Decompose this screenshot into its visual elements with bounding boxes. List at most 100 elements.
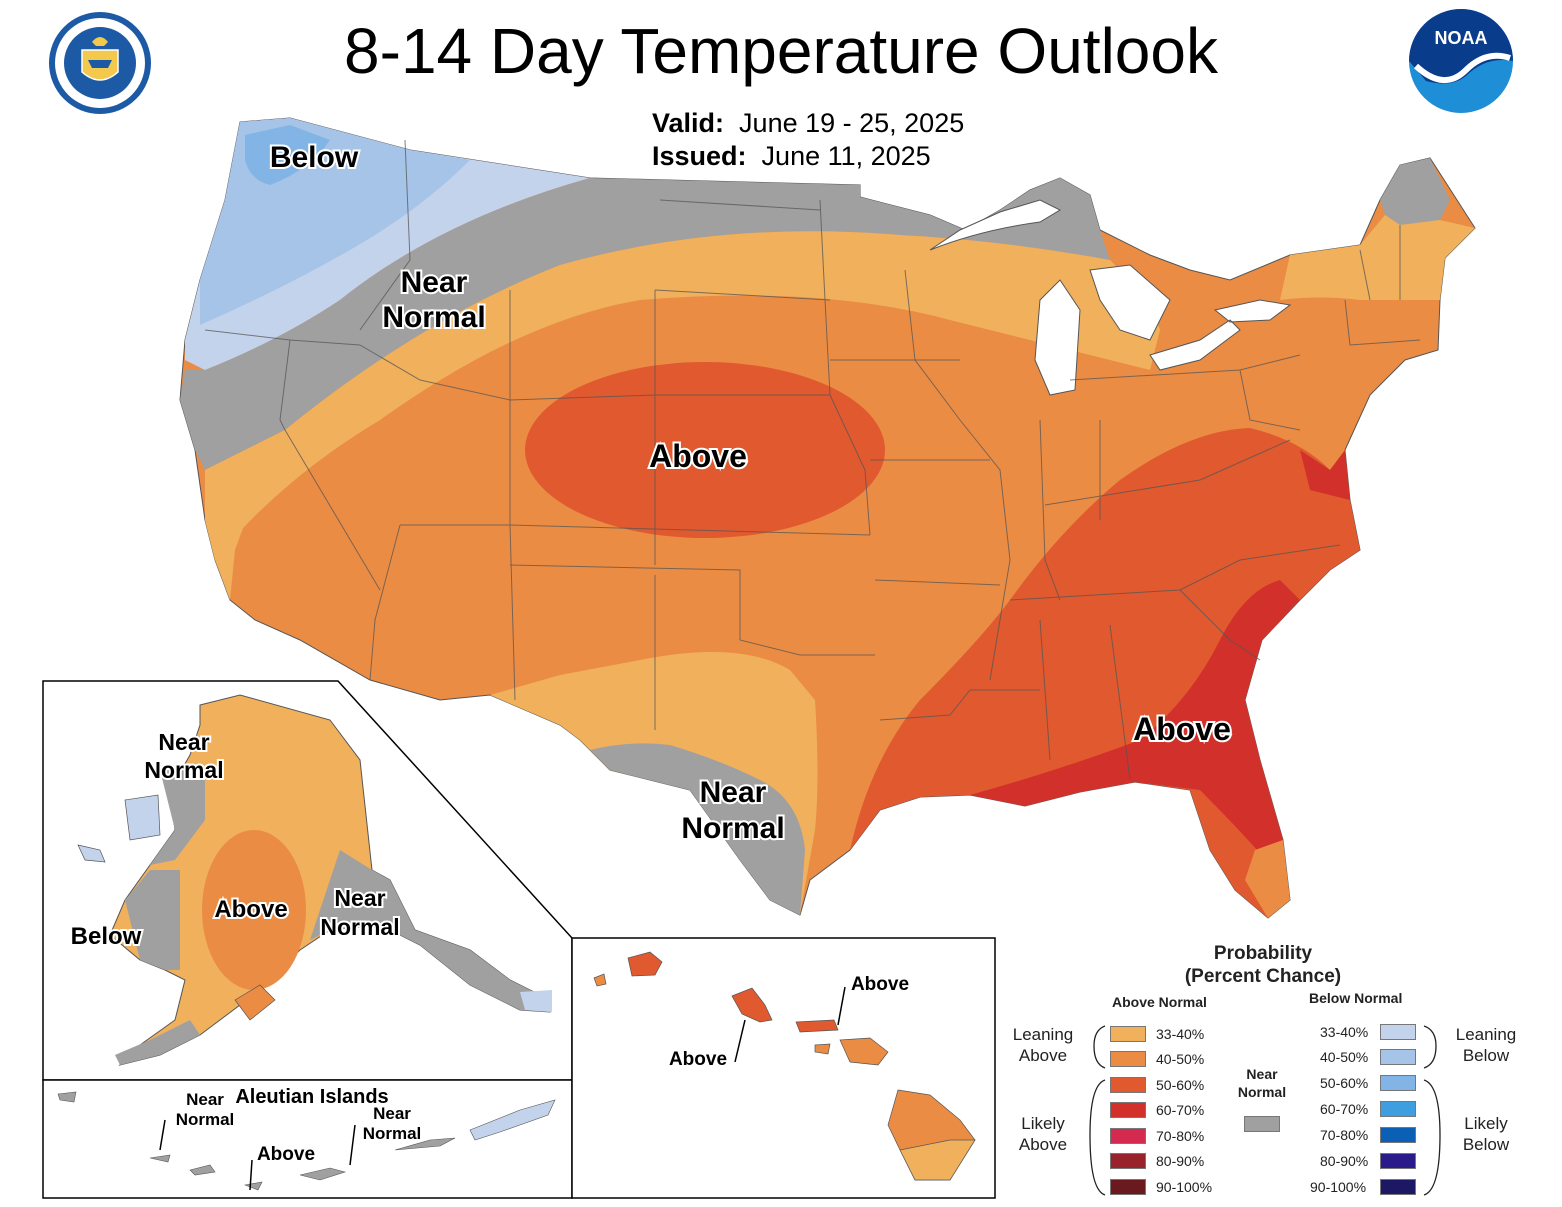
legend-likely-above-2: Above	[1018, 1135, 1068, 1154]
aleutian-islands-shapes	[57, 1091, 456, 1191]
legend-above-head: Above Normal	[1112, 994, 1207, 1010]
alaska-below-west	[124, 794, 161, 841]
legend-leaning-above-2: Above	[1018, 1046, 1068, 1065]
swatch-above-50-60	[1110, 1077, 1146, 1093]
legend-likely-below: Likely Below	[1446, 1113, 1526, 1155]
label-near-tx-1: Near	[700, 776, 767, 809]
label-ak-above: Above	[214, 896, 287, 923]
legend-likely-below-1: Likely	[1464, 1114, 1508, 1133]
swatch-below-40-50	[1380, 1049, 1416, 1065]
great-lakes	[929, 199, 1292, 396]
alaska-below-island	[77, 844, 106, 863]
label-near-nw-1: Near	[401, 266, 468, 299]
above-leaning-north	[205, 231, 1160, 560]
pct-above-60-70: 60-70%	[1156, 1102, 1205, 1118]
label-near-nw-2: Normal	[382, 301, 485, 334]
label-aleut-above: Above	[257, 1144, 315, 1165]
legend-leaning-above: Leaning Above	[1004, 1024, 1082, 1066]
pct-above-40-50: 40-50%	[1156, 1051, 1205, 1067]
page-title: 8-14 Day Temperature Outlook	[344, 15, 1218, 87]
swatch-above-70-80	[1110, 1128, 1146, 1144]
near-normal-maine	[1380, 158, 1450, 225]
alaska-inset	[42, 680, 573, 1081]
swatch-above-90-100	[1110, 1179, 1146, 1195]
pct-below-80-90: 80-90%	[1320, 1153, 1369, 1169]
swatch-above-40-50	[1110, 1051, 1146, 1067]
near-normal-texas	[590, 743, 805, 915]
swatch-above-60-70	[1110, 1102, 1146, 1118]
label-above-se: Above	[1133, 711, 1231, 747]
label-above-central: Above	[649, 438, 747, 474]
legend-near-normal: Near Normal	[1232, 1065, 1292, 1101]
pct-above-50-60: 50-60%	[1156, 1077, 1205, 1093]
issued-label: Issued:	[652, 141, 747, 171]
label-aleut-near-e-2: Normal	[363, 1124, 422, 1143]
legend-likely-above: Likely Above	[1004, 1113, 1082, 1155]
legend-leaning-below-2: Below	[1462, 1046, 1510, 1065]
aleutian-pointer-1	[159, 1119, 166, 1151]
legend-near-normal-2: Normal	[1237, 1084, 1287, 1100]
label-aleut-near-1: Near	[186, 1090, 224, 1109]
label-ak-near-w-1: Near	[158, 729, 209, 755]
pct-below-60-70: 60-70%	[1320, 1101, 1369, 1117]
label-hi-above-top: Above	[851, 974, 909, 995]
aleutian-below-shape	[469, 1099, 556, 1141]
alaska-near-sw	[125, 870, 180, 970]
legend-near-normal-1: Near	[1246, 1066, 1278, 1082]
valid-label: Valid:	[652, 108, 725, 138]
label-hi-above-left: Above	[669, 1049, 727, 1070]
swatch-below-70-80	[1380, 1127, 1416, 1143]
pct-below-50-60: 50-60%	[1320, 1075, 1369, 1091]
above-likely-se-strong	[970, 580, 1300, 870]
pct-below-33-40: 33-40%	[1320, 1024, 1369, 1040]
label-aleut-near-e-1: Near	[373, 1104, 411, 1123]
swatch-below-60-70	[1380, 1101, 1416, 1117]
pct-above-70-80: 70-80%	[1156, 1128, 1205, 1144]
legend-likely-above-1: Likely	[1021, 1114, 1065, 1133]
aleutian-title: Aleutian Islands	[235, 1086, 388, 1108]
legend-below-head: Below Normal	[1309, 990, 1403, 1006]
swatch-below-90-100	[1380, 1179, 1416, 1195]
legend-likely-below-2: Below	[1462, 1135, 1510, 1154]
above-florida-tip	[1245, 840, 1290, 918]
below-strong-region	[245, 125, 330, 185]
pct-below-70-80: 70-80%	[1320, 1127, 1369, 1143]
label-below-nw: Below	[270, 141, 359, 174]
legend-title-1: Probability	[1213, 943, 1313, 964]
label-ak-below: Below	[71, 923, 142, 950]
legend-title-2: (Percent Chance)	[1184, 966, 1342, 987]
swatch-below-50-60	[1380, 1075, 1416, 1091]
above-mid-atlantic	[1300, 450, 1350, 500]
above-leaning-texas	[440, 652, 818, 915]
label-ak-near-w-2: Normal	[144, 757, 223, 783]
pct-above-90-100: 90-100%	[1156, 1179, 1213, 1195]
label-near-tx-2: Normal	[681, 812, 784, 845]
pct-above-80-90: 80-90%	[1156, 1153, 1205, 1169]
issued-line: Issued: June 11, 2025	[652, 140, 964, 173]
legend-title: Probability (Percent Chance)	[1140, 942, 1386, 988]
legend-near-normal-swatch	[1244, 1116, 1280, 1132]
legend-leaning-below: Leaning Below	[1446, 1024, 1526, 1066]
swatch-above-33-40	[1110, 1026, 1146, 1042]
above-leaning-ne	[1280, 215, 1475, 300]
hawaii-pointer-1	[837, 986, 846, 1026]
alaska-near-aleut	[115, 1020, 200, 1065]
legend-leaning-above-1: Leaning	[1012, 1025, 1074, 1044]
hawaii-islands	[593, 951, 976, 1181]
label-ak-near-e-1: Near	[334, 885, 385, 911]
legend-leaning-below-1: Leaning	[1455, 1025, 1517, 1044]
label-aleut-near-2: Normal	[176, 1110, 235, 1129]
above-leaning-ca	[205, 430, 285, 600]
label-ak-near-e-2: Normal	[320, 914, 399, 940]
valid-line: Valid: June 19 - 25, 2025	[652, 107, 964, 140]
issued-date: June 11, 2025	[761, 141, 931, 171]
pct-below-40-50: 40-50%	[1320, 1049, 1369, 1065]
alaska-above-oval	[202, 830, 306, 990]
date-info: Valid: June 19 - 25, 2025 Issued: June 1…	[652, 107, 964, 173]
swatch-below-33-40	[1380, 1024, 1416, 1040]
noaa-logo-text: NOAA	[1435, 28, 1488, 48]
alaska-near-west	[150, 770, 205, 865]
commerce-seal-logo	[49, 12, 151, 114]
above-central-oval	[525, 362, 885, 538]
